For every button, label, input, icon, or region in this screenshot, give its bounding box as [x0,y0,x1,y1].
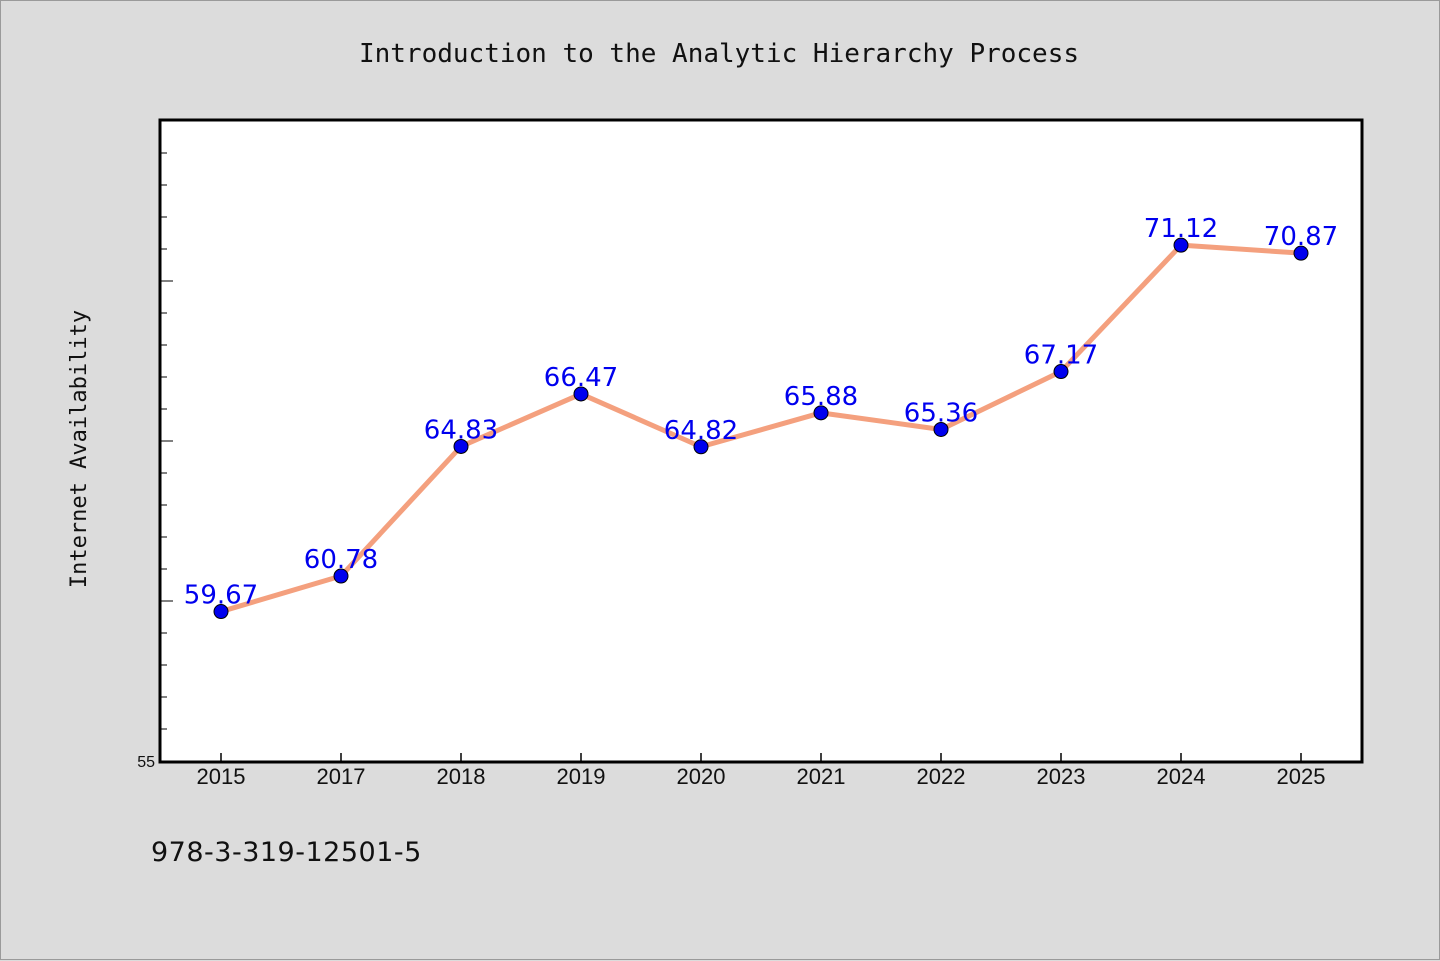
data-label: 70.87 [1264,222,1338,252]
x-tick-label: 2018 [437,764,486,789]
data-point [693,439,709,455]
data-label: 67.17 [1024,341,1098,371]
isbn-label: 978-3-319-12501-5 [151,837,422,868]
x-tick-label: 2020 [677,764,726,789]
data-point [453,438,469,454]
series-group: 59.67 60.78 64.83 66.47 64.82 65.88 65.36 67.17… [184,214,1338,620]
data-point [1173,237,1189,253]
x-axis-ticks: 2015 2017 2018 2019 2020 2021 2022 2023 2024 2025 [197,753,1326,789]
data-point [333,568,349,584]
x-tick-label: 2025 [1277,764,1326,789]
x-tick-label: 2019 [557,764,606,789]
data-point [813,405,829,421]
x-tick-label: 2015 [197,764,246,789]
data-label: 71.12 [1144,214,1218,244]
series-line [218,242,1304,615]
x-tick-label: 2017 [317,764,366,789]
chart-title: Introduction to the Analytic Hierarchy P… [359,39,1079,69]
data-label: 64.82 [664,416,738,446]
data-point [573,386,589,402]
data-point [1293,245,1309,261]
x-tick-label: 2021 [797,764,846,789]
data-label: 60.78 [304,545,378,575]
data-point [933,421,949,437]
y-axis-label: Internet Availability [67,310,92,588]
data-point [1053,364,1069,380]
data-label: 64.83 [424,415,498,445]
y-axis-ticks: 55 [137,120,173,771]
data-label: 65.88 [784,382,858,412]
plot-area [158,118,1364,764]
x-tick-label: 2024 [1157,764,1206,789]
data-label: 59.67 [184,581,258,611]
x-tick-label: 2022 [917,764,966,789]
x-tick-label: 2023 [1037,764,1086,789]
data-label: 65.36 [904,398,978,428]
y-tick-label: 55 [137,754,155,771]
data-label: 66.47 [544,363,618,393]
data-point [213,604,229,620]
